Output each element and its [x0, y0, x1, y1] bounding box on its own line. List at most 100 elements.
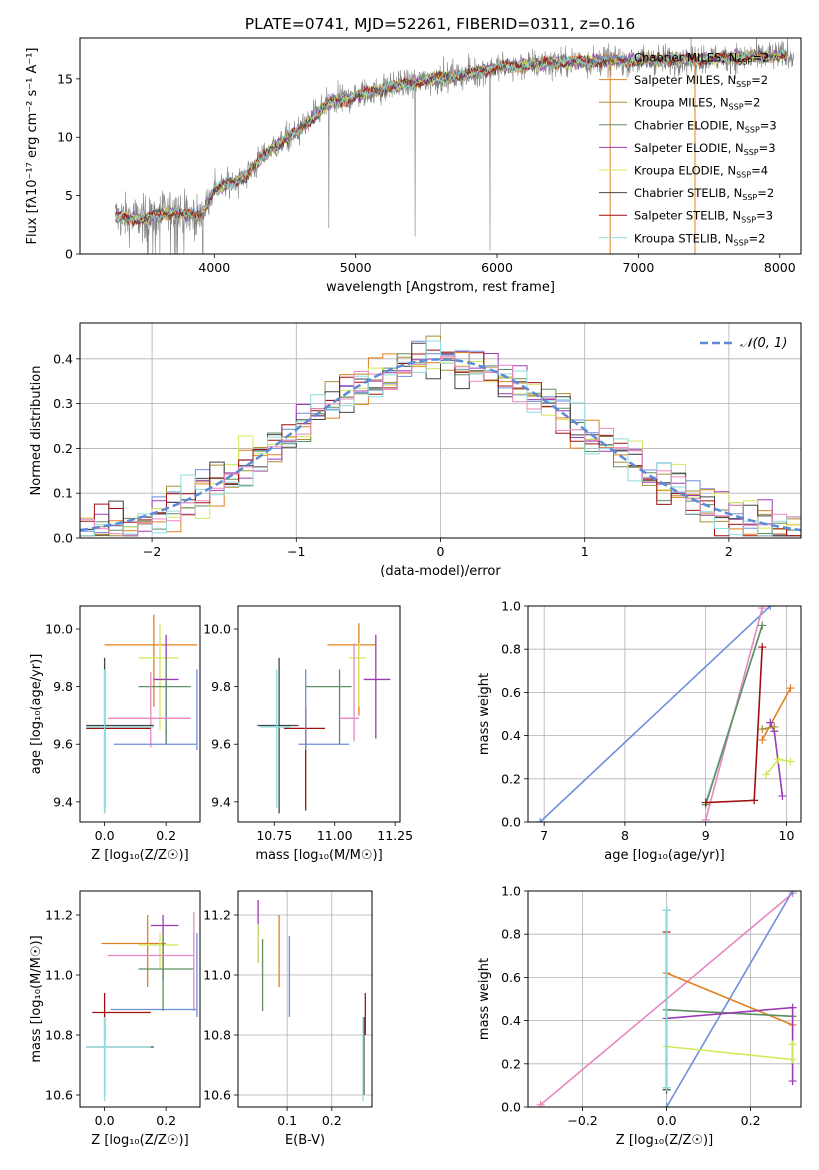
errorbar-point — [305, 669, 352, 745]
errorbar-point — [363, 634, 391, 739]
y-tick-label: 0.3 — [53, 396, 73, 411]
y-tick-label: 0.6 — [501, 685, 521, 700]
plot-area — [528, 606, 801, 822]
legend-model-name: Chabrier MILES, N — [634, 51, 737, 65]
x-axis-label: wavelength [Angstrom, rest frame] — [326, 280, 555, 295]
y-tick-label: 9.4 — [211, 794, 231, 809]
series-marker — [766, 718, 775, 727]
legend-entry: 𝒩(0, 1) — [740, 336, 787, 351]
x-tick-label: 7 — [540, 828, 548, 843]
y-tick-label: 10.6 — [203, 1088, 231, 1103]
axes-frame — [527, 890, 802, 1108]
x-tick-label: 8000 — [764, 260, 796, 275]
y-tick-label: 11.0 — [203, 968, 231, 983]
series-line — [539, 606, 771, 822]
y-tick-label: 9.6 — [211, 737, 231, 752]
x-tick-label: 7000 — [623, 260, 655, 275]
x-tick-label: 0.2 — [156, 1113, 176, 1128]
figure-title: PLATE=0741, MJD=52261, FIBERID=0311, z=0… — [245, 15, 635, 33]
x-tick-label: 5000 — [340, 260, 372, 275]
legend-nssp: =2 — [752, 51, 769, 65]
y-tick-label: 0.8 — [501, 642, 521, 657]
x-tick-label: −2 — [143, 544, 161, 559]
y-tick-label: 0.2 — [501, 1056, 521, 1071]
legend-entry: Kroupa ELODIE, NSSP=4 — [634, 164, 768, 180]
weight-series — [662, 1040, 797, 1064]
series-marker — [766, 606, 775, 610]
legend-nssp: =2 — [757, 186, 774, 200]
legend-entry: Kroupa MILES, NSSP=2 — [634, 96, 760, 112]
histogram-series — [80, 340, 801, 537]
errorbar-point — [298, 669, 350, 750]
errorbar-point — [283, 706, 326, 811]
axes-frame — [79, 37, 802, 255]
series-marker — [788, 1003, 797, 1012]
plot-area — [114, 38, 795, 254]
legend-nssp: =3 — [759, 141, 776, 155]
x-tick-label: 0.2 — [322, 1113, 342, 1128]
axes-frame — [527, 605, 802, 823]
legend-model-name: Chabrier ELODIE, N — [634, 118, 745, 132]
x-tick-label: 0.0 — [657, 1113, 677, 1128]
spectrum-model-line — [114, 48, 787, 226]
axes-frame — [79, 605, 201, 823]
panel-age_vs_Z: 0.0 0.2 9.4 9.6 9.8 10.0 Z [log₁₀(Z/Z☉)] age [l… — [29, 605, 201, 863]
y-tick-label: 15 — [57, 71, 73, 86]
x-tick-label: −1 — [287, 544, 305, 559]
legend-subscript: SSP — [736, 171, 751, 180]
series-marker — [536, 1100, 545, 1107]
weight-series — [758, 684, 795, 744]
panel-age_vs_mass: 10.75 11.00 11.25 9.4 9.6 9.8 10.0 mass [log₁₀(… — [203, 605, 413, 863]
x-tick-label: 2 — [725, 544, 733, 559]
series-line — [666, 1044, 794, 1061]
series-marker — [758, 606, 767, 613]
x-axis-label: Z [log₁₀(Z/Z☉)] — [91, 1133, 188, 1148]
series-marker — [774, 755, 783, 764]
x-tick-label: 0.0 — [95, 1113, 115, 1128]
y-axis-label: mass weight — [477, 958, 492, 1040]
x-axis-label: (data-model)/error — [380, 564, 501, 579]
legend-subscript: SSP — [742, 193, 757, 202]
errorbar-point — [86, 657, 154, 814]
y-tick-label: 0.0 — [501, 815, 521, 830]
errorbar-point — [349, 643, 367, 707]
errorbar-point — [104, 614, 197, 707]
panel-weight_vs_age: 7 8 9 10 0.0 0.2 0.4 0.6 0.8 1.0 age [log₁₀(age/yr… — [477, 599, 802, 863]
panel-weight_vs_Z: −0.2 0.0 0.2 0.0 0.2 0.4 0.6 0.8 1.0 Z [log₁₀(Z/Z… — [477, 884, 802, 1148]
series-marker — [758, 643, 767, 652]
series-marker — [701, 798, 710, 807]
errorbar-point — [92, 993, 151, 1041]
legend-model-name: Salpeter STELIB, N — [634, 209, 741, 223]
y-tick-label: 9.8 — [211, 679, 231, 694]
series-marker — [788, 1040, 797, 1049]
plot-area — [257, 623, 391, 814]
legend-model-name: Kroupa STELIB, N — [634, 231, 734, 245]
y-tick-label: 0.1 — [53, 486, 73, 501]
errorbar-point — [107, 912, 195, 1011]
x-tick-label: 11.25 — [377, 828, 413, 843]
gaussian-reference-curve — [80, 358, 801, 532]
y-tick-label: 1.0 — [501, 884, 521, 899]
series-marker — [536, 818, 545, 822]
y-axis-label: mass [log₁₀(M/M☉)] — [29, 935, 44, 1062]
errorbar-point — [101, 915, 167, 987]
x-tick-label: 6000 — [481, 260, 513, 275]
legend-subscript: SSP — [737, 58, 752, 67]
weight-series — [766, 718, 787, 801]
axes-frame — [79, 890, 201, 1108]
errorbar-point — [138, 623, 179, 730]
series-line — [666, 972, 793, 1026]
y-tick-label: 9.8 — [53, 679, 73, 694]
x-tick-label: 0.1 — [277, 1113, 297, 1128]
errorbar-point — [327, 623, 376, 716]
legend-entry: Kroupa STELIB, NSSP=2 — [634, 231, 765, 247]
x-tick-label: 1 — [581, 544, 589, 559]
series-marker — [786, 684, 795, 693]
x-axis-label: mass [log₁₀(M/M☉)] — [255, 848, 382, 863]
y-tick-label: 10.6 — [45, 1088, 73, 1103]
legend-model-name: Kroupa ELODIE, N — [634, 164, 736, 178]
y-axis-label: mass weight — [477, 673, 492, 755]
y-tick-label: 10.0 — [45, 622, 73, 637]
errorbar-point — [86, 669, 154, 814]
panel-spectrum: 4000 5000 6000 7000 8000 0 5 10 15 wavelength [An… — [25, 37, 802, 295]
